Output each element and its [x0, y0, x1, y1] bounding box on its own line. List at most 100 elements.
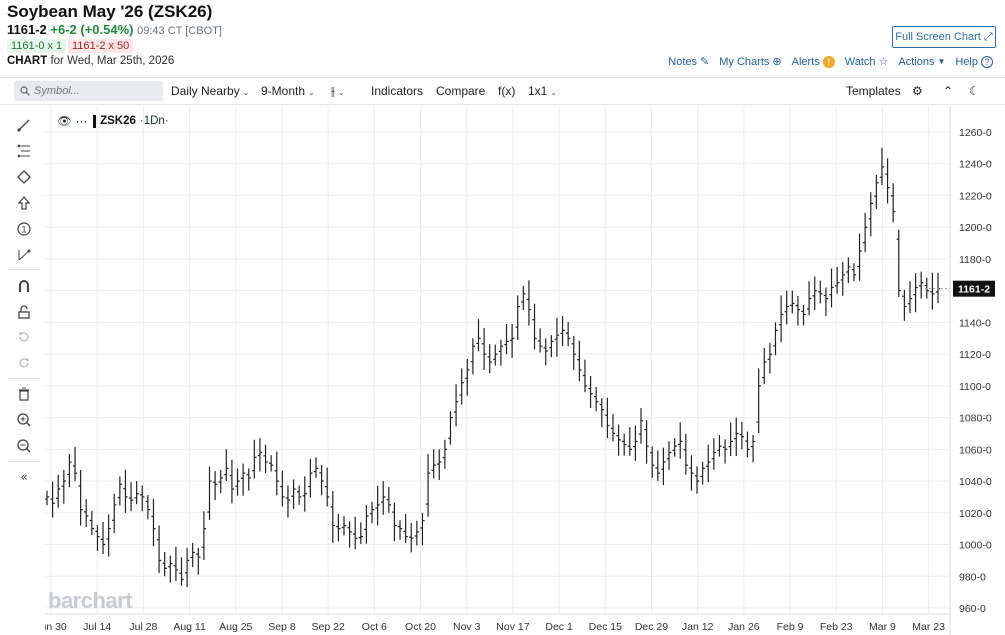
moon-icon: ☾: [969, 84, 980, 98]
zoom-out-icon: [17, 439, 31, 453]
caret-down-icon: ▼: [937, 57, 946, 66]
magnet-icon: [19, 280, 29, 292]
symbol-search-input[interactable]: [14, 81, 163, 101]
chart-plot-area[interactable]: Jun 30 Jul 14 Jul 28 Aug 11 Aug 25 Sep 8 Sep 2…: [35, 106, 1005, 635]
x-tick-label: Dec 1: [545, 621, 573, 633]
x-tick-label: Jan 12: [682, 621, 714, 633]
x-tick-label: Oct 20: [405, 621, 436, 633]
shape-tool[interactable]: [14, 167, 34, 187]
eye-icon[interactable]: 👁: [57, 116, 72, 128]
bar-type-dropdown[interactable]: ⫲ ⌄: [331, 84, 345, 99]
x-tick-label: Feb 23: [820, 621, 853, 633]
chevron-down-icon: ⌄: [308, 88, 315, 97]
zoom-in-tool[interactable]: [14, 410, 34, 430]
indicators-button[interactable]: Indicators: [371, 84, 424, 98]
period-dropdown[interactable]: Daily Nearby ⌄: [171, 84, 249, 98]
x-tick-label: Oct 6: [362, 621, 387, 633]
chart-date-text: for Wed, Mar 25th, 2026: [50, 55, 175, 67]
x-tick-label: Mar 23: [912, 621, 945, 633]
x-tick-label: Jan 26: [728, 621, 760, 633]
toolbar-divider: [8, 461, 40, 462]
help-icon: ?: [981, 55, 993, 68]
price-change: +6-2 (+0.54%): [50, 22, 134, 37]
x-tick-label: Nov 17: [496, 621, 529, 633]
full-screen-label: Full Screen Chart: [895, 31, 981, 43]
gear-icon: ⚙: [912, 84, 923, 98]
edit-icon: ✎: [700, 56, 710, 68]
barchart-watermark: barchart: [48, 588, 133, 613]
notes-label: Notes: [668, 55, 698, 68]
trash-tool[interactable]: [14, 384, 34, 404]
y-tick-label: 1080-0: [959, 413, 992, 425]
zoom-in-icon: [17, 413, 31, 427]
range-label: 9-Month: [261, 84, 306, 98]
ohlc-bars-icon: ⫲: [331, 84, 335, 98]
range-dropdown[interactable]: 9-Month ⌄: [261, 84, 315, 98]
compare-button[interactable]: Compare: [436, 84, 486, 98]
y-tick-label: 1200-0: [959, 222, 992, 234]
undo-tool[interactable]: [14, 327, 34, 347]
chart-toolbar: Daily Nearby⌄ 9-Month⌄ ⫲⌄ Indicators Com…: [0, 77, 1005, 105]
double-chevron-up-icon: ⌃: [943, 84, 954, 98]
quote-time: 09:43 CT [CBOT]: [137, 25, 222, 37]
fib-tool[interactable]: [14, 141, 34, 161]
arrow-tool[interactable]: [14, 193, 34, 213]
collapse-toolbar-button[interactable]: ⌃: [943, 84, 953, 98]
actions-menu[interactable]: Actions ▼: [898, 56, 945, 68]
x-tick-label: Feb 9: [777, 621, 804, 633]
layout-label: 1x1: [528, 84, 548, 98]
alerts-link[interactable]: Alerts!: [791, 55, 835, 68]
x-tick-label: Aug 25: [219, 621, 252, 633]
y-tick-label: 980-0: [959, 571, 986, 583]
help-link[interactable]: Help?: [955, 55, 993, 68]
lock-tool[interactable]: [14, 302, 34, 322]
y-tick-label: 1140-0: [959, 317, 991, 329]
y-tick-label: 1020-0: [959, 508, 992, 520]
zoom-out-tool[interactable]: [14, 436, 34, 456]
x-tick-label: Mar 9: [869, 621, 896, 633]
shape-icon: [17, 170, 31, 184]
y-tick-label: 1120-0: [959, 349, 991, 361]
measure-tool[interactable]: [14, 245, 34, 265]
chevron-down-icon: ⌄: [550, 88, 558, 97]
x-tick-label: Dec 29: [635, 621, 668, 633]
toolbar-divider: [8, 378, 40, 379]
drawing-toolbar: 1 «: [0, 106, 46, 635]
notes-link[interactable]: Notes ✎: [668, 55, 710, 69]
x-tick-label: Dec 15: [589, 621, 622, 633]
alert-icon: !: [822, 55, 835, 68]
function-button[interactable]: f(x): [498, 84, 516, 98]
draw-line-tool[interactable]: [14, 115, 34, 135]
x-tick-label: Sep 22: [312, 621, 345, 633]
x-tick-label: Jun 30: [45, 621, 67, 633]
magnet-tool[interactable]: [14, 276, 34, 296]
svg-text:«: «: [20, 470, 27, 484]
help-label: Help: [955, 55, 978, 68]
watch-link[interactable]: Watch ☆: [845, 55, 889, 69]
legend-interval: ·1Dn·: [139, 115, 169, 127]
y-tick-label: 1040-0: [959, 476, 992, 488]
svg-text:1: 1: [21, 225, 26, 235]
expand-icon: ⤢: [983, 31, 993, 43]
chevron-down-icon: ⌄: [242, 88, 250, 97]
layout-dropdown[interactable]: 1x1 ⌄: [528, 84, 557, 98]
my-charts-link[interactable]: My Charts ⊕: [719, 55, 781, 69]
y-tick-label: 1100-0: [959, 381, 991, 393]
full-screen-chart-button[interactable]: Full Screen Chart ⤢: [892, 26, 996, 48]
last-price: 1161-2: [7, 22, 47, 37]
theme-toggle[interactable]: ☾: [969, 84, 980, 98]
redo-tool[interactable]: [14, 353, 34, 373]
price-chart[interactable]: Jun 30 Jul 14 Jul 28 Aug 11 Aug 25 Sep 8 Sep 2…: [35, 106, 1005, 635]
star-icon: ☆: [878, 56, 889, 68]
series-color-swatch: [93, 114, 97, 128]
counter-icon: 1: [17, 222, 31, 236]
templates-button[interactable]: Templates: [846, 84, 901, 98]
alerts-label: Alerts: [791, 55, 820, 68]
x-tick-label: Jul 28: [129, 621, 157, 633]
collapse-tool[interactable]: «: [14, 467, 34, 487]
bid-badge: 1161-0 x 1: [7, 39, 67, 53]
settings-button[interactable]: ⚙: [912, 84, 923, 98]
counter-tool[interactable]: 1: [14, 219, 34, 239]
y-tick-label: 1000-0: [959, 540, 992, 552]
more-icon[interactable]: ⋯: [75, 116, 88, 128]
